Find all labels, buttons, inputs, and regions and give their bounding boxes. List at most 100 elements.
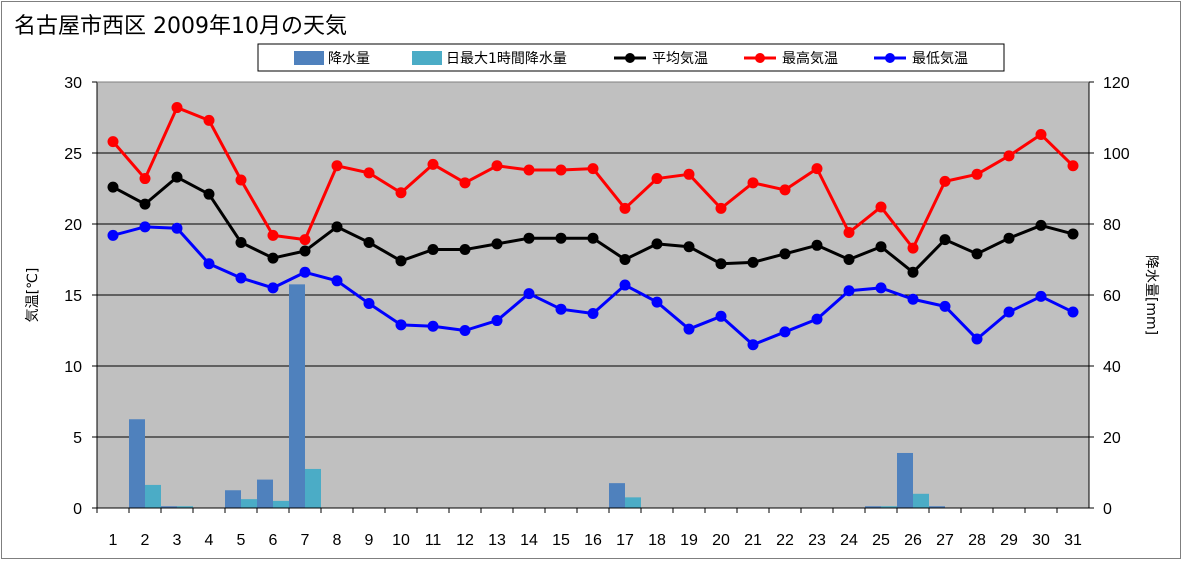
bar-hourly-max-day-7 xyxy=(305,468,321,508)
point-max-day-24 xyxy=(843,227,855,239)
point-min-day-25 xyxy=(875,282,887,294)
x-tick-label: 12 xyxy=(456,532,474,549)
point-max-day-23 xyxy=(811,163,823,175)
point-min-day-29 xyxy=(1003,306,1015,318)
point-max-day-1 xyxy=(107,136,119,148)
point-min-day-31 xyxy=(1067,306,1079,318)
point-min-day-2 xyxy=(139,221,151,233)
legend-label-1: 日最大1時間降水量 xyxy=(446,51,567,67)
x-tick-label: 2 xyxy=(141,532,150,549)
bar-rain-day-3 xyxy=(161,506,177,508)
legend-label-4: 最低気温 xyxy=(912,51,968,67)
x-tick-label: 13 xyxy=(488,532,506,549)
point-avg-day-26 xyxy=(907,266,919,278)
point-avg-day-30 xyxy=(1035,219,1047,231)
y-tick-label: 0 xyxy=(73,501,82,518)
legend-swatch-1 xyxy=(412,51,442,65)
point-min-day-21 xyxy=(747,339,759,351)
point-max-day-9 xyxy=(363,167,375,179)
point-min-day-27 xyxy=(939,300,951,312)
point-max-day-14 xyxy=(523,164,535,176)
point-avg-day-11 xyxy=(427,244,439,256)
point-avg-day-21 xyxy=(747,256,759,268)
point-avg-day-23 xyxy=(811,239,823,251)
y2-tick-label: 40 xyxy=(1103,359,1121,376)
point-avg-day-12 xyxy=(459,244,471,256)
point-min-day-4 xyxy=(203,258,215,270)
point-avg-day-20 xyxy=(715,258,727,270)
point-avg-day-28 xyxy=(971,248,983,260)
y-tick-label: 25 xyxy=(64,146,82,163)
point-max-day-15 xyxy=(555,164,567,176)
y-tick-label: 20 xyxy=(64,217,82,234)
point-min-day-7 xyxy=(299,266,311,278)
x-tick-label: 26 xyxy=(904,532,922,549)
bar-hourly-max-day-5 xyxy=(241,499,257,508)
temperature-lines xyxy=(107,102,1079,351)
point-avg-day-24 xyxy=(843,254,855,265)
point-avg-day-6 xyxy=(267,252,279,264)
point-avg-day-4 xyxy=(203,188,215,200)
point-min-day-6 xyxy=(267,282,279,294)
bar-rain-day-6 xyxy=(257,479,273,508)
x-tick-label: 11 xyxy=(425,532,442,549)
x-tick-label: 17 xyxy=(616,532,634,549)
point-avg-day-29 xyxy=(1003,232,1015,244)
x-tick-label: 18 xyxy=(648,532,666,549)
point-max-day-5 xyxy=(235,174,247,186)
point-min-day-23 xyxy=(811,313,823,325)
point-avg-day-22 xyxy=(779,248,791,260)
point-avg-day-19 xyxy=(683,241,695,253)
x-tick-label: 14 xyxy=(520,532,538,549)
point-max-day-17 xyxy=(619,202,631,214)
bar-hourly-max-day-25 xyxy=(881,506,897,508)
x-tick-label: 15 xyxy=(552,532,570,549)
point-min-day-16 xyxy=(587,307,599,319)
point-max-day-26 xyxy=(907,242,919,254)
point-min-day-3 xyxy=(171,222,183,234)
y-tick-label: 30 xyxy=(64,75,82,92)
x-tick-label: 10 xyxy=(392,532,410,549)
x-tick-label: 9 xyxy=(365,532,374,549)
x-tick-label: 22 xyxy=(776,532,794,549)
bar-rain-day-5 xyxy=(225,490,241,508)
point-max-day-3 xyxy=(171,102,183,114)
bar-rain-day-17 xyxy=(609,483,625,508)
rain-bars xyxy=(129,284,945,508)
point-max-day-7 xyxy=(299,234,311,246)
point-min-day-11 xyxy=(427,320,439,332)
point-min-day-19 xyxy=(683,323,695,335)
x-tick-label: 23 xyxy=(808,532,826,549)
bar-rain-day-25 xyxy=(865,506,881,508)
point-min-day-13 xyxy=(491,315,503,327)
point-avg-day-14 xyxy=(523,232,535,244)
bar-rain-day-27 xyxy=(929,506,945,508)
x-tick-label: 6 xyxy=(269,532,278,549)
point-max-day-22 xyxy=(779,184,791,196)
legend-label-0: 降水量 xyxy=(328,51,370,67)
point-max-day-6 xyxy=(267,229,279,241)
x-tick-label: 19 xyxy=(680,532,698,549)
point-min-day-26 xyxy=(907,293,919,305)
legend-marker-4 xyxy=(885,53,895,63)
x-tick-label: 4 xyxy=(205,532,214,549)
point-min-day-22 xyxy=(779,326,791,338)
point-avg-day-9 xyxy=(363,236,375,248)
point-max-day-11 xyxy=(427,158,439,170)
y2-tick-label: 100 xyxy=(1103,146,1130,163)
point-max-day-8 xyxy=(331,160,343,172)
x-tick-label: 1 xyxy=(109,532,118,549)
point-min-day-9 xyxy=(363,298,375,310)
point-avg-day-5 xyxy=(235,236,247,248)
point-max-day-12 xyxy=(459,177,471,189)
point-min-day-15 xyxy=(555,303,567,315)
point-avg-day-31 xyxy=(1067,228,1079,240)
point-max-day-4 xyxy=(203,114,215,126)
point-min-day-18 xyxy=(651,296,663,308)
y2-tick-label: 0 xyxy=(1103,501,1112,518)
y-tick-label: 15 xyxy=(64,288,82,305)
point-max-day-25 xyxy=(875,201,887,213)
legend-marker-3 xyxy=(755,53,765,63)
x-tick-label: 20 xyxy=(712,532,730,549)
